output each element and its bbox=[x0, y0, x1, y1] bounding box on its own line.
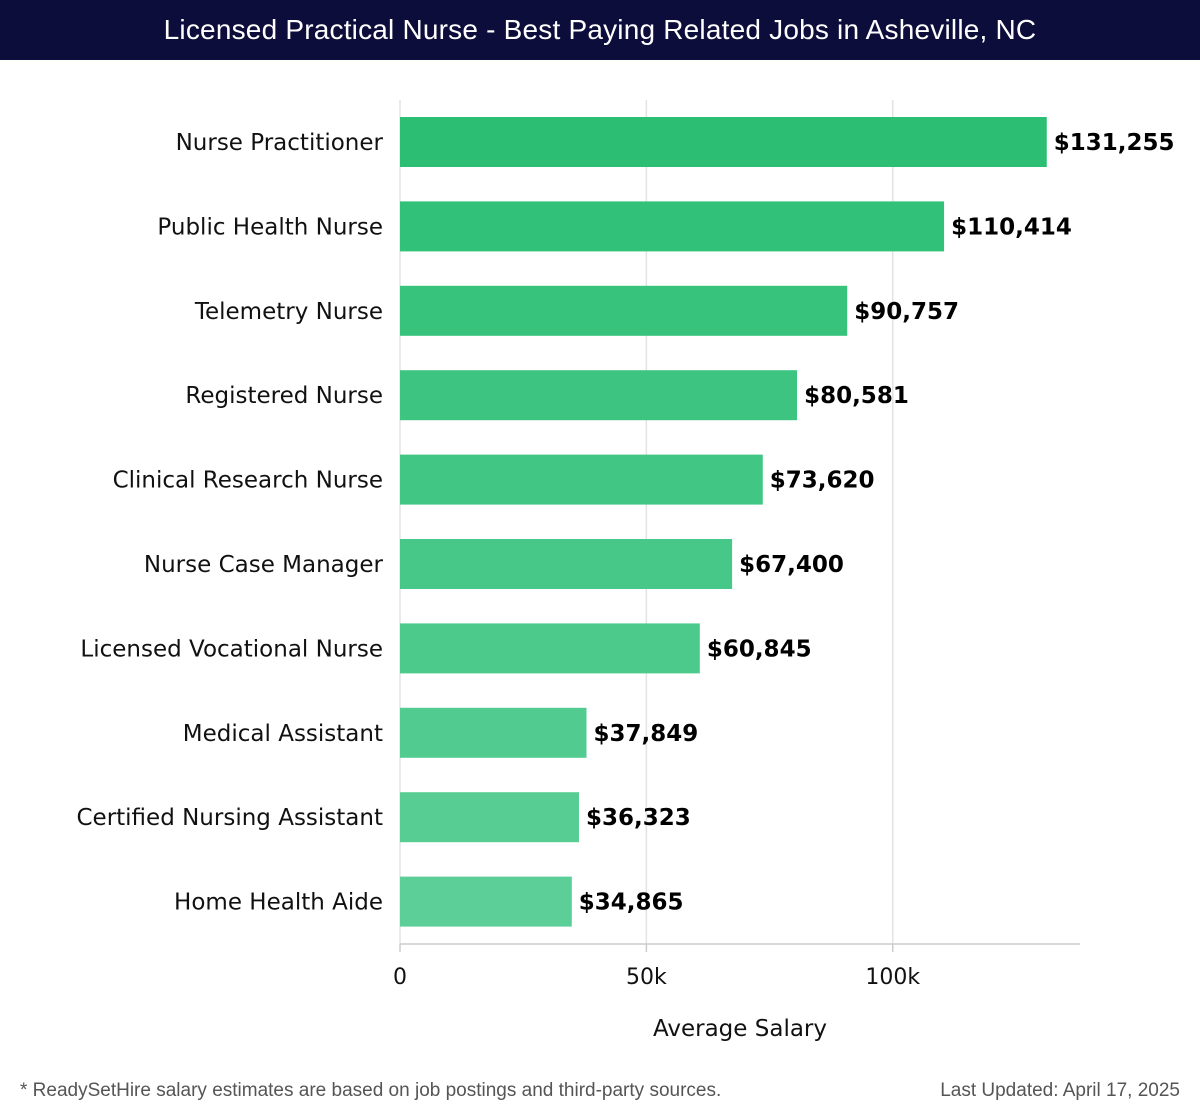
category-label: Home Health Aide bbox=[174, 890, 383, 916]
category-label: Licensed Vocational Nurse bbox=[80, 636, 383, 662]
bar bbox=[400, 117, 1047, 167]
bar bbox=[400, 539, 733, 589]
category-label: Medical Assistant bbox=[183, 721, 383, 747]
category-labels: Nurse Practitioner Public Health Nurse Tel… bbox=[76, 130, 383, 916]
bar bbox=[400, 623, 700, 674]
x-tick-label: 100k bbox=[865, 965, 920, 990]
value-label: $34,865 bbox=[579, 890, 684, 916]
bar bbox=[400, 285, 848, 336]
bar bbox=[400, 454, 763, 505]
value-label: $73,620 bbox=[770, 468, 875, 494]
value-label: $110,414 bbox=[951, 214, 1072, 240]
footer-note: * ReadySetHire salary estimates are base… bbox=[20, 1080, 722, 1101]
chart-title: Licensed Practical Nurse - Best Paying R… bbox=[0, 0, 1200, 60]
bar-chart: Nurse Practitioner Public Health Nurse Tel… bbox=[76, 100, 1175, 1042]
category-label: Nurse Case Manager bbox=[144, 552, 384, 578]
last-updated: Last Updated: April 17, 2025 bbox=[940, 1080, 1180, 1101]
x-axis: 0 50k 100k Average Salary bbox=[393, 943, 1080, 1042]
bars bbox=[400, 117, 1047, 927]
category-label: Public Health Nurse bbox=[157, 214, 383, 240]
bar bbox=[400, 707, 587, 758]
bar bbox=[400, 370, 798, 421]
category-label: Nurse Practitioner bbox=[176, 130, 384, 156]
category-label: Telemetry Nurse bbox=[194, 299, 383, 325]
bar bbox=[400, 876, 572, 927]
x-axis-title: Average Salary bbox=[653, 1016, 827, 1042]
category-label: Certified Nursing Assistant bbox=[76, 805, 383, 831]
category-label: Clinical Research Nurse bbox=[113, 468, 383, 494]
value-label: $67,400 bbox=[739, 552, 844, 578]
x-tick-label: 0 bbox=[393, 965, 407, 990]
value-label: $80,581 bbox=[804, 383, 909, 409]
value-label: $37,849 bbox=[594, 721, 699, 747]
value-label: $131,255 bbox=[1054, 130, 1175, 156]
bar bbox=[400, 792, 579, 843]
value-label: $90,757 bbox=[854, 299, 959, 325]
value-label: $60,845 bbox=[707, 636, 812, 662]
x-tick-label: 50k bbox=[626, 965, 667, 990]
category-label: Registered Nurse bbox=[185, 383, 383, 409]
value-labels: $131,255 $110,414 $90,757 $80,581 $73,620 $67… bbox=[579, 130, 1175, 916]
value-label: $36,323 bbox=[586, 805, 691, 831]
bar bbox=[400, 201, 945, 252]
